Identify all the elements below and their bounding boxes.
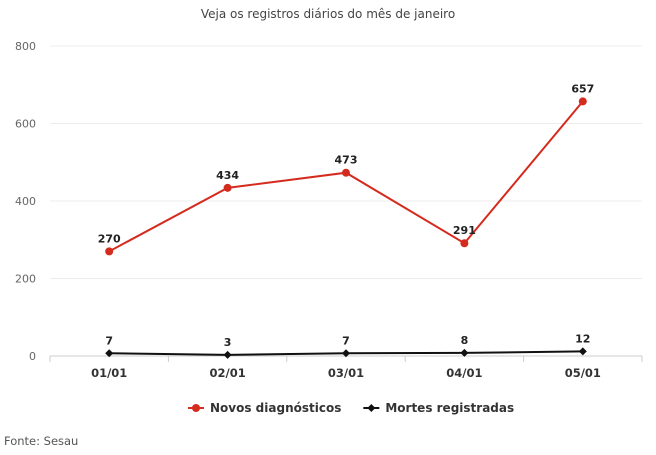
x-tick-label: 02/01 [209,366,245,380]
y-tick-label: 200 [15,273,36,286]
data-label: 473 [335,154,358,167]
data-label: 291 [453,224,476,237]
data-label: 657 [571,82,594,95]
x-axis: 01/01 02/01 03/01 04/01 05/01 [49,356,643,380]
y-tick-label: 800 [15,40,36,53]
gridlines [50,45,642,357]
data-label: 7 [342,334,350,347]
series-layer: 270 434 473 291 657 7 3 7 8 12 [98,82,594,359]
legend-item-1[interactable]: Novos diagnósticos [188,401,341,415]
x-tick-label: 01/01 [91,366,127,380]
data-point[interactable] [578,347,587,356]
y-tick-label: 600 [15,118,36,131]
data-label: 7 [105,334,113,347]
data-point[interactable] [460,348,469,357]
legend-label: Novos diagnósticos [210,401,341,415]
chart-title: Veja os registros diários do mês de jane… [201,7,455,21]
data-point[interactable] [578,97,587,106]
data-point[interactable] [223,350,232,359]
series-1: 270 434 473 291 657 [98,82,594,256]
data-point[interactable] [460,239,469,248]
data-point[interactable] [342,168,350,177]
data-point[interactable] [105,349,114,358]
data-label: 3 [224,336,232,349]
legend: Novos diagnósticos Mortes registradas [188,401,514,415]
data-label: 12 [575,332,590,345]
x-tick-label: 03/01 [328,366,364,380]
y-tick-label: 400 [15,195,36,208]
data-point[interactable] [342,349,350,358]
y-tick-label: 0 [29,350,36,363]
x-tick-label: 04/01 [446,366,482,380]
series-2: 7 3 7 8 12 [105,332,590,359]
legend-label: Mortes registradas [385,401,514,415]
data-point[interactable] [105,247,114,256]
legend-marker [367,404,376,412]
legend-item-2[interactable]: Mortes registradas [363,401,514,415]
data-label: 270 [98,232,121,245]
data-point[interactable] [223,183,232,192]
source-note: Fonte: Sesau [4,434,79,448]
x-tick-label: 05/01 [565,366,601,380]
data-label: 8 [461,334,469,347]
y-axis: 0 200 400 600 800 [15,40,36,363]
data-label: 434 [216,169,239,182]
legend-marker [192,404,200,412]
line-chart: Veja os registros diários do mês de jane… [15,7,643,415]
